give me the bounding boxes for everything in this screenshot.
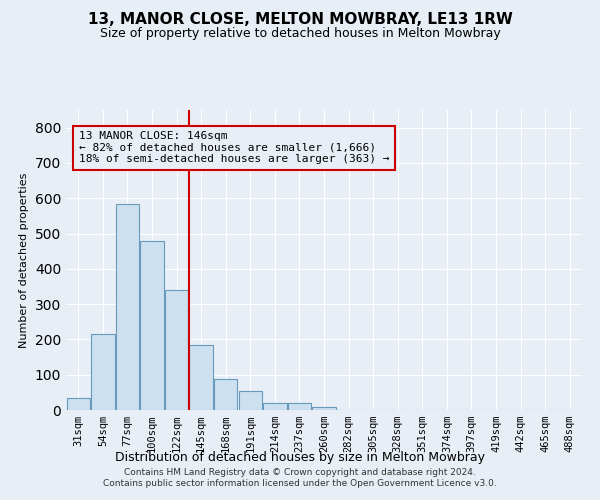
Bar	[116, 204, 139, 410]
Bar	[91, 334, 115, 410]
Bar	[165, 290, 188, 410]
Bar	[214, 379, 238, 410]
Bar	[140, 240, 164, 410]
Text: Distribution of detached houses by size in Melton Mowbray: Distribution of detached houses by size …	[115, 451, 485, 464]
Text: Size of property relative to detached houses in Melton Mowbray: Size of property relative to detached ho…	[100, 28, 500, 40]
Text: 13 MANOR CLOSE: 146sqm
← 82% of detached houses are smaller (1,666)
18% of semi-: 13 MANOR CLOSE: 146sqm ← 82% of detached…	[79, 131, 389, 164]
Bar	[313, 407, 335, 410]
Bar	[263, 403, 287, 410]
Text: 13, MANOR CLOSE, MELTON MOWBRAY, LE13 1RW: 13, MANOR CLOSE, MELTON MOWBRAY, LE13 1R…	[88, 12, 512, 28]
Bar	[239, 390, 262, 410]
Y-axis label: Number of detached properties: Number of detached properties	[19, 172, 29, 348]
Text: Contains HM Land Registry data © Crown copyright and database right 2024.
Contai: Contains HM Land Registry data © Crown c…	[103, 468, 497, 487]
Bar	[67, 398, 90, 410]
Bar	[190, 344, 213, 410]
Bar	[288, 403, 311, 410]
